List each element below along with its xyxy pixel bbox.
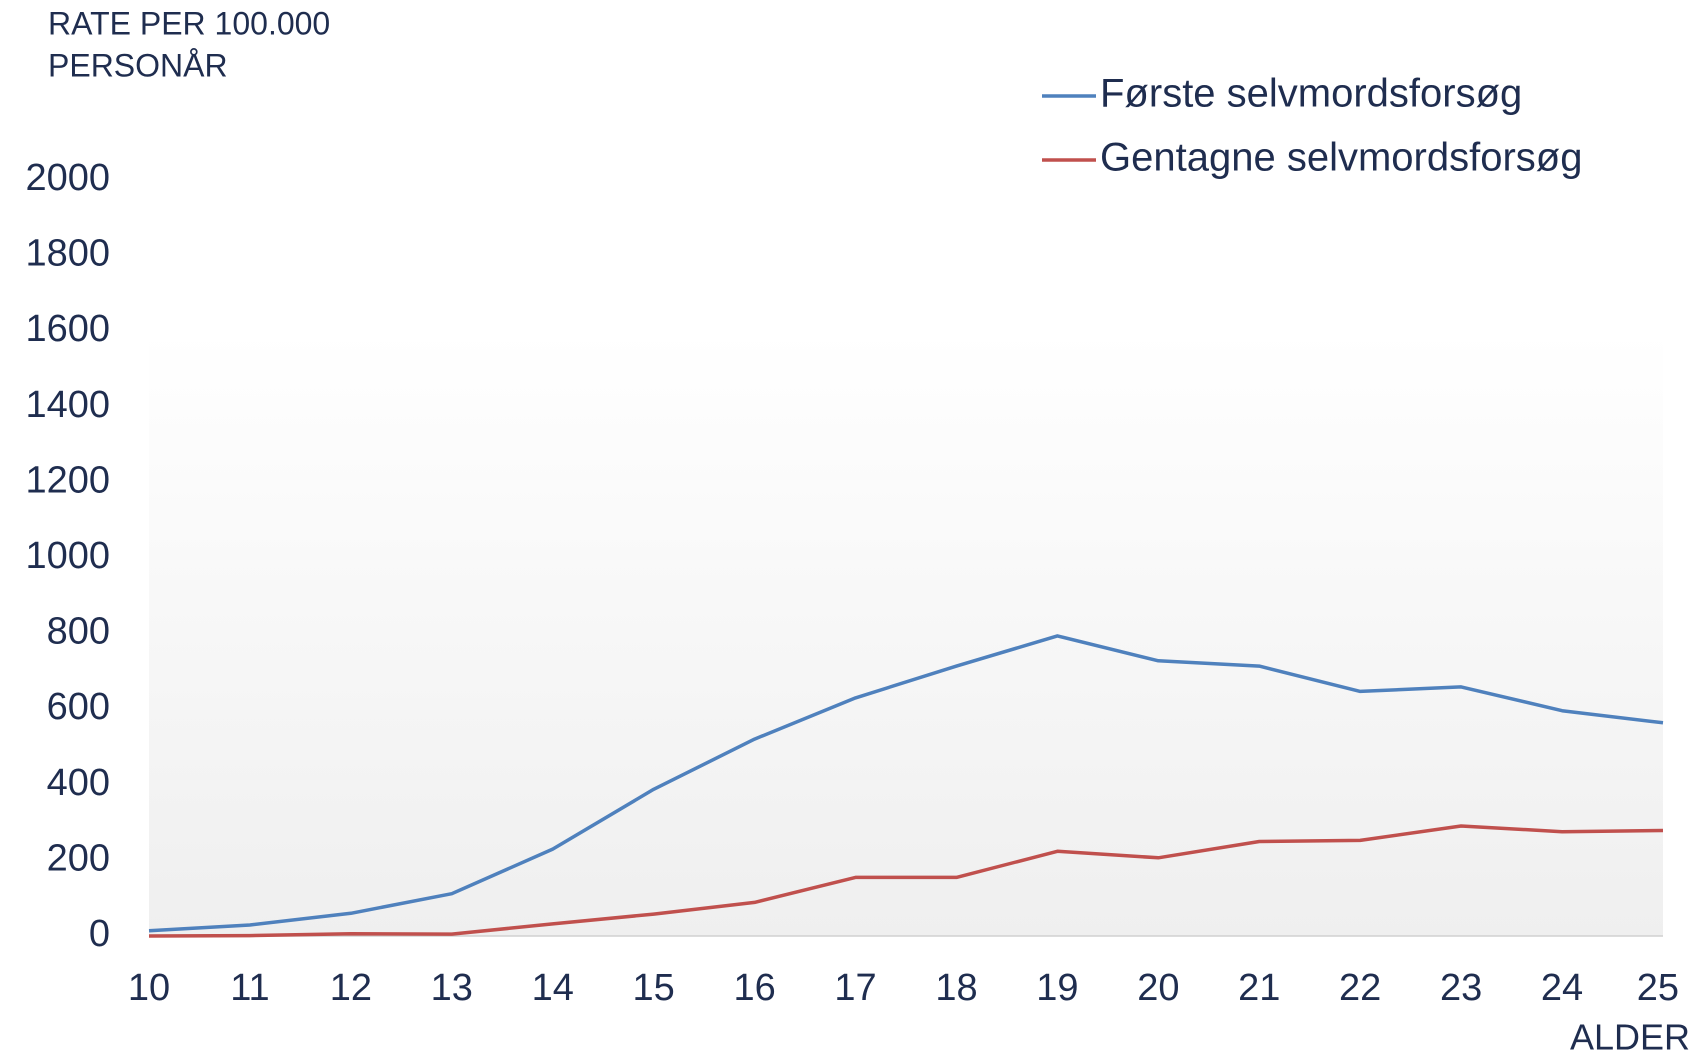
y-tick-label: 200 <box>47 837 110 879</box>
y-tick-label: 1000 <box>25 535 110 577</box>
y-tick-label: 2000 <box>25 157 110 199</box>
x-tick-label: 24 <box>1541 967 1583 1009</box>
x-tick-label: 13 <box>431 967 473 1009</box>
x-tick-label: 12 <box>330 967 372 1009</box>
plot-area <box>149 180 1663 936</box>
y-tick-label: 600 <box>47 686 110 728</box>
x-tick-label: 18 <box>935 967 977 1009</box>
y-axis-label: RATE PER 100.000 <box>48 5 330 41</box>
y-axis-label: PERSONÅR <box>48 47 228 83</box>
y-tick-label: 1200 <box>25 459 110 501</box>
y-tick-label: 400 <box>47 762 110 804</box>
x-tick-label: 22 <box>1339 967 1381 1009</box>
line-series <box>148 634 1664 933</box>
y-tick-label: 1800 <box>25 233 110 275</box>
x-tick-label: 21 <box>1238 967 1280 1009</box>
legend-label: Første selvmordsforsøg <box>1100 72 1522 116</box>
y-tick-label: 1400 <box>25 384 110 426</box>
x-tick-label: 10 <box>128 967 170 1009</box>
x-tick-label: 11 <box>230 967 269 1009</box>
x-tick-label: 15 <box>633 967 675 1009</box>
y-tick-label: 0 <box>89 913 110 955</box>
y-tick-label: 800 <box>47 611 110 653</box>
line-series <box>148 824 1664 938</box>
x-tick-label: 25 <box>1637 967 1679 1009</box>
x-tick-label: 14 <box>532 967 574 1009</box>
x-tick-label: 17 <box>834 967 876 1009</box>
y-tick-label: 1600 <box>25 308 110 350</box>
x-tick-label: 23 <box>1440 967 1482 1009</box>
x-axis-label: ALDER <box>1570 1017 1690 1056</box>
x-tick-label: 19 <box>1036 967 1078 1009</box>
x-tick-label: 20 <box>1137 967 1179 1009</box>
legend-label: Gentagne selvmordsforsøg <box>1100 136 1582 180</box>
x-tick-label: 16 <box>733 967 775 1009</box>
